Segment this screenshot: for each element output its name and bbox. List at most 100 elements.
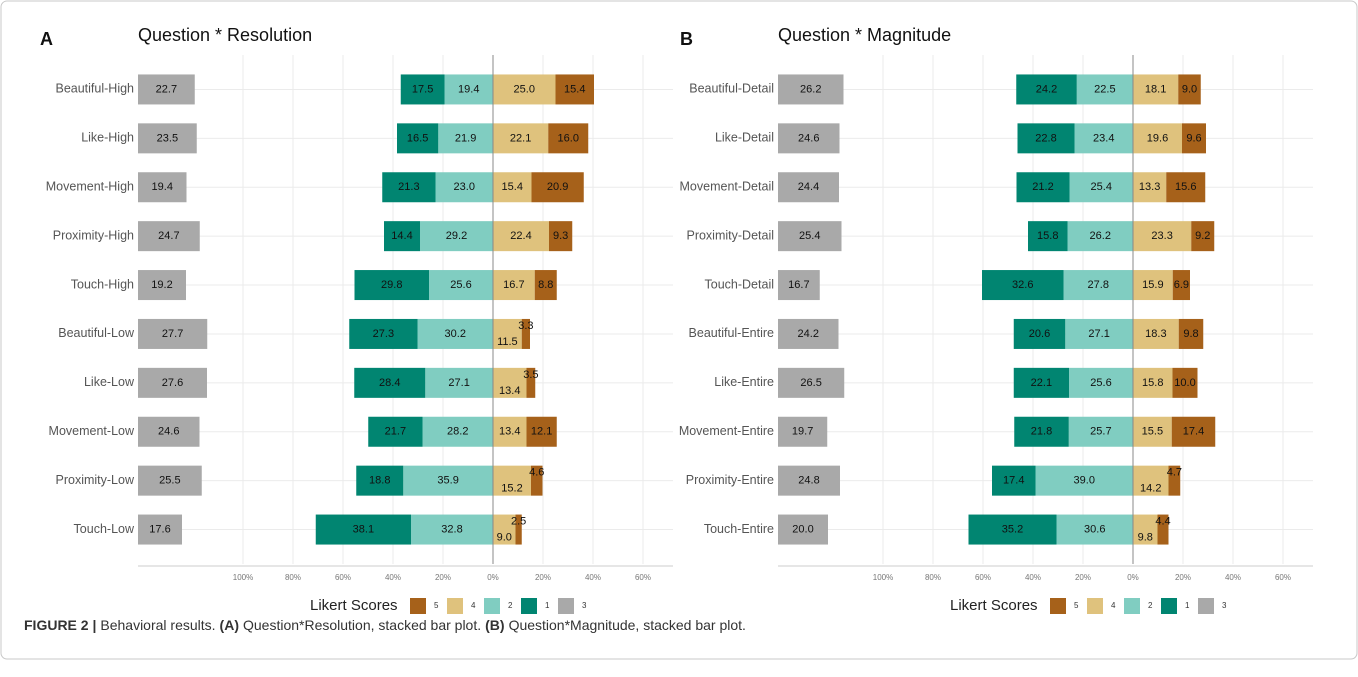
value-label: 32.8 (441, 523, 462, 535)
bar-segment (1016, 172, 1070, 203)
panel-title: Question * Resolution (138, 25, 312, 45)
value-label: 16.7 (788, 279, 809, 291)
bar-segment (1016, 74, 1077, 105)
bar-segment (778, 318, 839, 349)
bar-segment (384, 221, 420, 252)
value-label: 24.7 (158, 230, 179, 242)
bar-segment (429, 270, 493, 301)
value-label: 17.5 (412, 83, 433, 95)
bar-segment (1133, 270, 1173, 301)
category-label: Movement-Detail (680, 180, 774, 194)
bar-segment (138, 123, 197, 154)
value-label: 23.4 (1093, 132, 1114, 144)
bar-segment (1133, 123, 1182, 154)
bar-segment (420, 221, 493, 252)
x-tick-label: 0% (1127, 573, 1139, 582)
bar-segment (1063, 270, 1133, 301)
category-label: Proximity-Low (56, 473, 135, 487)
bar-segment (1069, 172, 1133, 203)
value-label: 9.3 (553, 230, 568, 242)
bar-segment (1014, 416, 1069, 447)
bar-segment (397, 123, 439, 154)
value-label: 29.8 (381, 279, 402, 291)
value-label: 15.6 (1175, 181, 1196, 193)
value-label: 25.4 (1091, 181, 1112, 193)
bar-segment (138, 270, 186, 301)
value-label: 25.5 (159, 475, 180, 487)
bar-segment (493, 74, 556, 105)
bar-segment (778, 416, 828, 447)
value-label: 21.2 (1032, 181, 1053, 193)
value-label: 25.6 (1090, 377, 1111, 389)
value-label: 24.6 (158, 426, 179, 438)
bar-segment (138, 221, 200, 252)
bar-segment (438, 123, 493, 154)
legend-label: 3 (1222, 601, 1227, 610)
legend-label: 5 (1074, 601, 1079, 610)
figure-border (0, 0, 1358, 660)
bar-segment (138, 514, 182, 545)
x-tick-label: 0% (487, 573, 499, 582)
legend-swatch (1087, 598, 1103, 614)
bar-segment (493, 221, 549, 252)
value-label: 13.4 (499, 385, 520, 397)
bar-segment (1157, 514, 1169, 545)
bar-segment (493, 465, 531, 496)
x-tick-label: 60% (1275, 573, 1291, 582)
bar-segment (493, 270, 535, 301)
bar-segment (444, 74, 493, 105)
value-label: 17.4 (1003, 475, 1024, 487)
bar-segment (138, 318, 208, 349)
bar-segment (555, 74, 594, 105)
value-label: 23.0 (454, 181, 475, 193)
x-tick-label: 60% (975, 573, 991, 582)
value-label: 35.2 (1002, 523, 1023, 535)
bar-segment (549, 221, 573, 252)
value-label: 13.3 (1139, 181, 1160, 193)
bar-segment (1017, 123, 1075, 154)
value-label: 15.2 (501, 483, 522, 495)
bar-segment (1067, 221, 1133, 252)
bar-segment (1133, 514, 1158, 545)
caption-part: Question*Magnitude, stacked bar plot. (508, 617, 746, 633)
bar-segment (1133, 465, 1169, 496)
x-tick-label: 40% (385, 573, 401, 582)
value-label: 17.4 (1183, 426, 1204, 438)
value-label: 6.9 (1174, 279, 1189, 291)
value-label: 24.4 (798, 181, 819, 193)
value-label: 17.6 (149, 523, 170, 535)
value-label: 22.1 (1031, 377, 1052, 389)
bar-segment (778, 367, 845, 398)
caption: FIGURE 2 | Behavioral results. (A) Question… (24, 617, 750, 633)
x-tick-label: 40% (1025, 573, 1041, 582)
bar-segment (138, 367, 207, 398)
bar-segment (778, 465, 840, 496)
bar-segment (1069, 367, 1133, 398)
category-label: Like-Entire (714, 375, 774, 389)
value-label: 28.2 (447, 426, 468, 438)
bar-segment (403, 465, 493, 496)
value-label: 22.4 (510, 230, 531, 242)
bar-segment (548, 123, 589, 154)
caption-part: FIGURE 2 | (24, 617, 97, 633)
value-label: 22.8 (1035, 132, 1056, 144)
value-label: 20.9 (547, 181, 568, 193)
value-label: 21.8 (1031, 426, 1052, 438)
value-label: 15.4 (564, 83, 585, 95)
category-label: Proximity-Entire (686, 473, 774, 487)
panel-label: A (40, 29, 53, 49)
bar-segment (1013, 367, 1069, 398)
bar-segment (1133, 367, 1173, 398)
bar-segment (356, 465, 404, 496)
value-label: 14.4 (391, 230, 412, 242)
value-label: 9.6 (1186, 132, 1201, 144)
value-label: 4.7 (1167, 467, 1182, 479)
value-label: 29.2 (446, 230, 467, 242)
bar-segment (493, 416, 527, 447)
bar-segment (493, 123, 549, 154)
value-label: 16.5 (407, 132, 428, 144)
legend-label: 1 (1185, 601, 1190, 610)
x-tick-label: 80% (285, 573, 301, 582)
caption-part: Behavioral results. (100, 617, 216, 633)
bar-segment (138, 172, 187, 203)
